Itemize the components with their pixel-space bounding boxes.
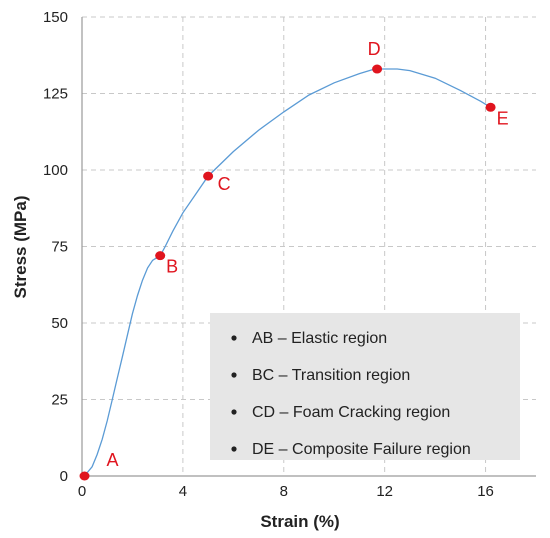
- point-label-d: D: [368, 39, 381, 59]
- x-tick-label: 8: [280, 483, 288, 500]
- y-tick-label: 100: [43, 162, 68, 179]
- point-marker-a: [79, 471, 90, 481]
- legend-item: AB – Elastic region: [252, 330, 387, 347]
- legend-box: [210, 313, 520, 460]
- y-tick-label: 50: [51, 315, 68, 332]
- legend-item: CD – Foam Cracking region: [252, 404, 450, 421]
- point-marker-d: [372, 64, 383, 74]
- legend: AB – Elastic region BC – Transition regio…: [210, 313, 520, 460]
- point-label-e: E: [497, 108, 509, 128]
- point-marker-c: [203, 171, 214, 181]
- y-tick-label: 150: [43, 9, 68, 26]
- y-tick-label: 75: [51, 239, 68, 256]
- point-label-c: C: [218, 174, 231, 194]
- x-tick-label: 0: [78, 483, 86, 500]
- legend-bullet: [231, 372, 237, 378]
- x-axis-title: Strain (%): [260, 512, 339, 531]
- legend-item: DE – Composite Failure region: [252, 441, 471, 458]
- legend-item: BC – Transition region: [252, 367, 410, 384]
- legend-bullet: [231, 446, 237, 452]
- y-axis-title: Stress (MPa): [11, 196, 30, 299]
- point-label-b: B: [166, 257, 178, 277]
- tick-labels: 0 25 50 75 100 125 150 0 4 8 12 16: [43, 9, 494, 500]
- axes: [81, 17, 536, 477]
- y-tick-label: 0: [60, 468, 68, 485]
- key-points: A B C D E: [79, 39, 509, 481]
- stress-strain-curve: [82, 68, 491, 477]
- point-marker-b: [155, 251, 166, 261]
- point-label-a: A: [107, 450, 119, 470]
- legend-bullet: [231, 335, 237, 341]
- x-tick-label: 12: [376, 483, 393, 500]
- y-tick-label: 25: [51, 392, 68, 409]
- x-tick-label: 4: [179, 483, 187, 500]
- y-tick-label: 125: [43, 86, 68, 103]
- point-marker-e: [485, 102, 496, 112]
- x-tick-label: 16: [477, 483, 494, 500]
- legend-bullet: [231, 409, 237, 415]
